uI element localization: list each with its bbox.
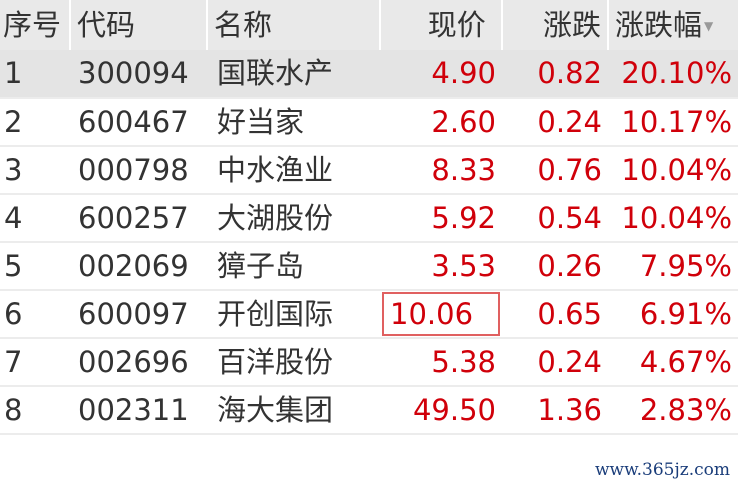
stock-name: 国联水产: [217, 56, 334, 91]
row-index: 4: [4, 200, 23, 235]
stock-code: 300094: [78, 56, 189, 91]
change: 0.26: [537, 248, 602, 283]
stock-code: 002311: [78, 392, 189, 427]
price: 2.60: [431, 104, 496, 139]
table-row[interactable]: 2 600467 好当家 2.60 0.24 10.17%: [0, 98, 738, 146]
stock-code: 600467: [78, 104, 189, 139]
header-name[interactable]: 名称: [206, 0, 380, 50]
stock-code: 600257: [78, 200, 189, 235]
stock-name: 中水渔业: [217, 152, 334, 187]
table-row[interactable]: 7 002696 百洋股份 5.38 0.24 4.67%: [0, 338, 738, 386]
table-row[interactable]: 8 002311 海大集团 49.50 1.36 2.83%: [0, 386, 738, 434]
header-price[interactable]: 现价: [379, 0, 502, 50]
change: 0.54: [537, 200, 602, 235]
row-index: 1: [4, 56, 23, 91]
stock-code: 600097: [78, 296, 189, 331]
header-price-label: 现价: [427, 7, 486, 42]
table-row[interactable]: 3 000798 中水渔业 8.33 0.76 10.04%: [0, 146, 738, 194]
change: 1.36: [537, 392, 602, 427]
price: 49.50: [412, 392, 496, 427]
stock-name: 獐子岛: [217, 248, 305, 283]
change-percent: 7.95%: [639, 248, 732, 283]
price: 8.33: [431, 152, 496, 187]
price: 5.92: [431, 200, 496, 235]
table-header: 序号 代码 名称 现价 涨跌 涨跌幅 ▼: [0, 0, 738, 50]
stock-code: 000798: [78, 152, 189, 187]
row-index: 3: [4, 152, 23, 187]
row-index: 2: [4, 104, 23, 139]
change: 0.65: [537, 296, 602, 331]
stock-code: 002069: [78, 248, 189, 283]
header-index[interactable]: 序号: [3, 7, 62, 42]
header-pct[interactable]: 涨跌幅 ▼: [607, 0, 738, 50]
watermark: www.365jz.com: [595, 460, 730, 480]
table-row[interactable]: 5 002069 獐子岛 3.53 0.26 7.95%: [0, 242, 738, 290]
stock-name: 百洋股份: [217, 344, 334, 379]
change: 0.24: [537, 104, 602, 139]
change: 0.82: [537, 56, 602, 91]
header-change-label: 涨跌: [542, 7, 601, 42]
stock-table: 序号 代码 名称 现价 涨跌 涨跌幅 ▼ 1 300094 国联水产 4.90 0.82 2…: [0, 0, 738, 434]
change: 0.76: [537, 152, 602, 187]
triangle-down-icon: ▼: [704, 19, 714, 34]
table-row[interactable]: 6 600097 开创国际 10.06 0.65 6.91%: [0, 290, 738, 338]
stock-name: 开创国际: [217, 296, 334, 331]
header-code[interactable]: 代码: [69, 0, 207, 50]
stock-name: 大湖股份: [217, 200, 334, 235]
table-row[interactable]: 1 300094 国联水产 4.90 0.82 20.10%: [0, 50, 738, 98]
change: 0.24: [537, 344, 602, 379]
change-percent: 10.04%: [621, 152, 732, 187]
change-percent: 10.17%: [621, 104, 732, 139]
change-percent: 20.10%: [621, 56, 732, 91]
change-percent: 4.67%: [639, 344, 732, 379]
header-change[interactable]: 涨跌: [501, 0, 608, 50]
price: 3.53: [431, 248, 496, 283]
row-index: 8: [4, 392, 23, 427]
change-percent: 6.91%: [639, 296, 732, 331]
row-index: 6: [4, 296, 23, 331]
table-row[interactable]: 4 600257 大湖股份 5.92 0.54 10.04%: [0, 194, 738, 242]
stock-name: 海大集团: [217, 392, 334, 427]
change-percent: 10.04%: [621, 200, 732, 235]
row-index: 5: [4, 248, 23, 283]
header-pct-label: 涨跌幅: [615, 7, 703, 42]
price: 5.38: [431, 344, 496, 379]
stock-code: 002696: [78, 344, 189, 379]
row-index: 7: [4, 344, 23, 379]
price: 4.90: [431, 56, 496, 91]
stock-name: 好当家: [217, 104, 305, 139]
change-percent: 2.83%: [639, 392, 732, 427]
price: 10.06: [380, 290, 502, 338]
